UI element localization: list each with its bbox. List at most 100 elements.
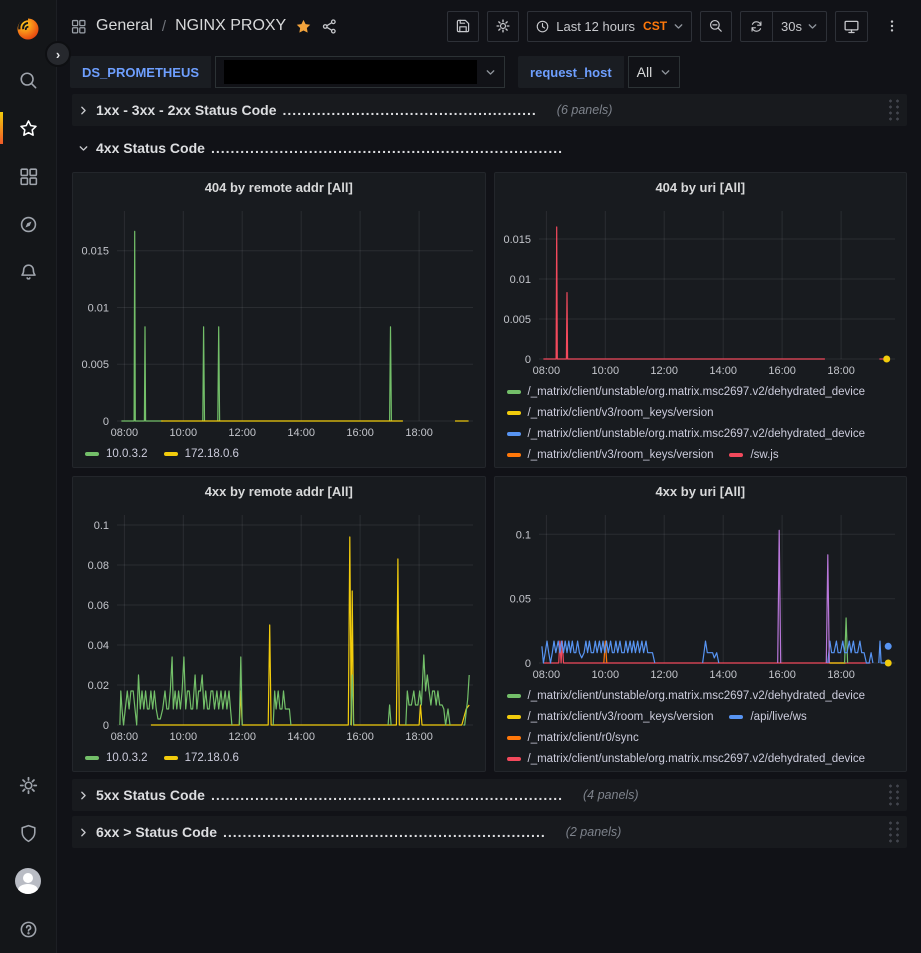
y-axis-tick-label: 0 (524, 354, 530, 366)
sidebar-item-help[interactable] (0, 905, 56, 953)
legend-swatch (506, 410, 521, 415)
save-dashboard-button[interactable] (447, 10, 480, 42)
dashboard-settings-button[interactable] (487, 10, 520, 42)
series-line (463, 674, 470, 726)
refresh-interval-select[interactable]: 30s (772, 11, 826, 41)
sidebar-item-profile[interactable] (0, 857, 56, 905)
more-options-button[interactable] (876, 11, 907, 42)
x-axis-tick-label: 18:00 (827, 365, 855, 377)
x-axis-tick-label: 16:00 (346, 731, 374, 743)
row-header-6xx[interactable]: 6xx > Status Code ......................… (72, 816, 907, 848)
sidebar-item-explore[interactable] (0, 200, 56, 248)
redacted-value (224, 60, 478, 84)
sidebar-item-configuration[interactable] (0, 761, 56, 809)
sidebar-item-search[interactable] (0, 56, 56, 104)
row-header-4xx[interactable]: 4xx Status Code ........................… (72, 132, 907, 164)
row-title: 1xx - 3xx - 2xx Status Code (96, 102, 277, 118)
legend-item[interactable]: /_matrix/client/unstable/org.matrix.msc2… (506, 685, 866, 706)
variable-select-ds-prometheus[interactable] (215, 56, 506, 88)
legend-swatch (506, 693, 521, 698)
chart-canvas[interactable]: 0 0.05 0.1 08:00 10:00 12:00 14:00 16:00 18:00 (495, 505, 907, 683)
row-header-5xx[interactable]: 5xx Status Code ........................… (72, 779, 907, 811)
cycle-view-mode-button[interactable] (835, 10, 868, 42)
panel-title[interactable]: 4xx by remote addr [All] (204, 483, 353, 499)
x-axis-tick-label: 08:00 (111, 427, 139, 439)
chart-area: 0 0.005 0.01 0.015 08:00 10:00 12:00 14:00 16:00… (495, 201, 907, 379)
variable-label-request-host: request_host (518, 56, 624, 88)
legend-item[interactable]: 172.18.0.6 (163, 443, 239, 464)
star-icon (19, 119, 37, 136)
panel-title[interactable]: 404 by remote addr [All] (204, 179, 353, 195)
chart-canvas[interactable]: 0 0.005 0.01 0.015 08:00 10:00 12:00 14:00 16:00… (73, 201, 485, 441)
legend-item[interactable]: /_matrix/client/unstable/org.matrix.msc2… (506, 381, 865, 402)
variable-select-request-host[interactable]: All (627, 56, 681, 88)
sidebar-item-dashboards[interactable] (0, 152, 56, 200)
grafana-logo-icon[interactable] (0, 0, 56, 56)
legend-item[interactable]: /_matrix/client/unstable/org.matrix.msc2… (506, 748, 866, 769)
sidebar-item-favorites[interactable] (0, 104, 56, 152)
panel-legend: 10.0.3.2 172.18.0.6 (73, 441, 485, 467)
legend-item[interactable]: /_matrix/client/unstable/org.matrix.msc2… (506, 423, 865, 444)
legend-swatch (85, 755, 99, 760)
legend-label: /_matrix/client/unstable/org.matrix.msc2… (527, 752, 866, 765)
chart-canvas[interactable]: 0 0.02 0.04 0.06 0.08 0.1 08:00 10:00 12:00 14:00… (73, 505, 485, 745)
x-axis-tick-label: 08:00 (532, 669, 560, 681)
row-drag-handle[interactable] (887, 98, 901, 122)
series-line (119, 656, 233, 726)
legend-swatch (163, 451, 178, 456)
favorite-star-icon[interactable] (295, 18, 312, 35)
legend-label: /_matrix/client/unstable/org.matrix.msc2… (527, 689, 866, 702)
variable-label-ds-prometheus: DS_PROMETHEUS (70, 56, 212, 88)
series-point (884, 642, 892, 650)
legend-item[interactable]: 10.0.3.2 (85, 443, 148, 464)
dashboard-header: General / NGINX PROXY (56, 0, 921, 52)
bell-icon (20, 263, 36, 280)
legend-item[interactable]: /sw.js (729, 444, 779, 465)
x-axis-tick-label: 08:00 (111, 731, 139, 743)
row-header-1xx-3xx-2xx[interactable]: 1xx - 3xx - 2xx Status Code ............… (72, 94, 907, 126)
x-axis-tick-label: 08:00 (532, 365, 560, 377)
x-axis-tick-label: 18:00 (405, 731, 433, 743)
legend-item[interactable]: /_matrix/client/v3/room_keys/version (506, 706, 713, 727)
question-circle-icon (20, 921, 36, 937)
refresh-icon (751, 20, 762, 32)
chart-area: 0 0.05 0.1 08:00 10:00 12:00 14:00 16:00 18:00 (495, 505, 907, 683)
panel-4xx-by-uri: 4xx by uri [All] 0 0.05 0.1 08:00 10:00 12:00… (493, 476, 907, 772)
chart-area: 0 0.02 0.04 0.06 0.08 0.1 08:00 10:00 12:00 14:00… (73, 505, 485, 745)
zoom-out-button[interactable] (700, 10, 733, 42)
legend-item[interactable]: 10.0.3.2 (85, 747, 148, 768)
breadcrumb-section[interactable]: General (96, 17, 153, 34)
dashboard-body: 1xx - 3xx - 2xx Status Code ............… (56, 94, 921, 953)
refresh-button[interactable] (741, 12, 772, 41)
series-line (217, 326, 221, 422)
y-axis-tick-label: 0.08 (88, 560, 109, 572)
sidebar-expand-button[interactable]: › (45, 41, 71, 67)
series-line (825, 554, 830, 664)
row-drag-handle[interactable] (887, 783, 901, 807)
page-title: NGINX PROXY (175, 17, 287, 34)
y-axis-tick-label: 0.05 (509, 594, 530, 606)
time-range-picker[interactable]: Last 12 hours CST (527, 10, 693, 42)
chart-canvas[interactable]: 0 0.005 0.01 0.015 08:00 10:00 12:00 14:00 16:00… (495, 201, 907, 379)
panel-404-by-uri: 404 by uri [All] 0 0.005 0.01 0.015 08:00 10:… (493, 172, 907, 468)
share-icon[interactable] (321, 18, 338, 35)
series-point (882, 355, 890, 363)
panel-title[interactable]: 4xx by uri [All] (655, 483, 746, 499)
compass-icon (20, 216, 36, 232)
y-axis-tick-label: 0.01 (509, 274, 530, 286)
sidebar-item-server-admin[interactable] (0, 809, 56, 857)
panel-title[interactable]: 404 by uri [All] (655, 179, 746, 195)
sidebar-item-alerting[interactable] (0, 248, 56, 296)
row-drag-handle[interactable] (887, 820, 901, 844)
apps-grid-icon (71, 19, 86, 34)
legend-item[interactable]: 172.18.0.6 (163, 747, 239, 768)
legend-swatch (506, 714, 521, 719)
legend-item[interactable]: /_matrix/client/v3/room_keys/version (506, 402, 713, 423)
series-line (202, 326, 206, 422)
chart-area: 0 0.005 0.01 0.015 08:00 10:00 12:00 14:00 16:00… (73, 201, 485, 441)
legend-item[interactable]: /api/live/ws (729, 706, 807, 727)
legend-item[interactable]: /_matrix/client/r0/sync (506, 727, 639, 748)
apps-grid-icon (19, 167, 37, 185)
chevron-down-icon (673, 21, 684, 32)
legend-item[interactable]: /_matrix/client/v3/room_keys/version (506, 444, 713, 465)
